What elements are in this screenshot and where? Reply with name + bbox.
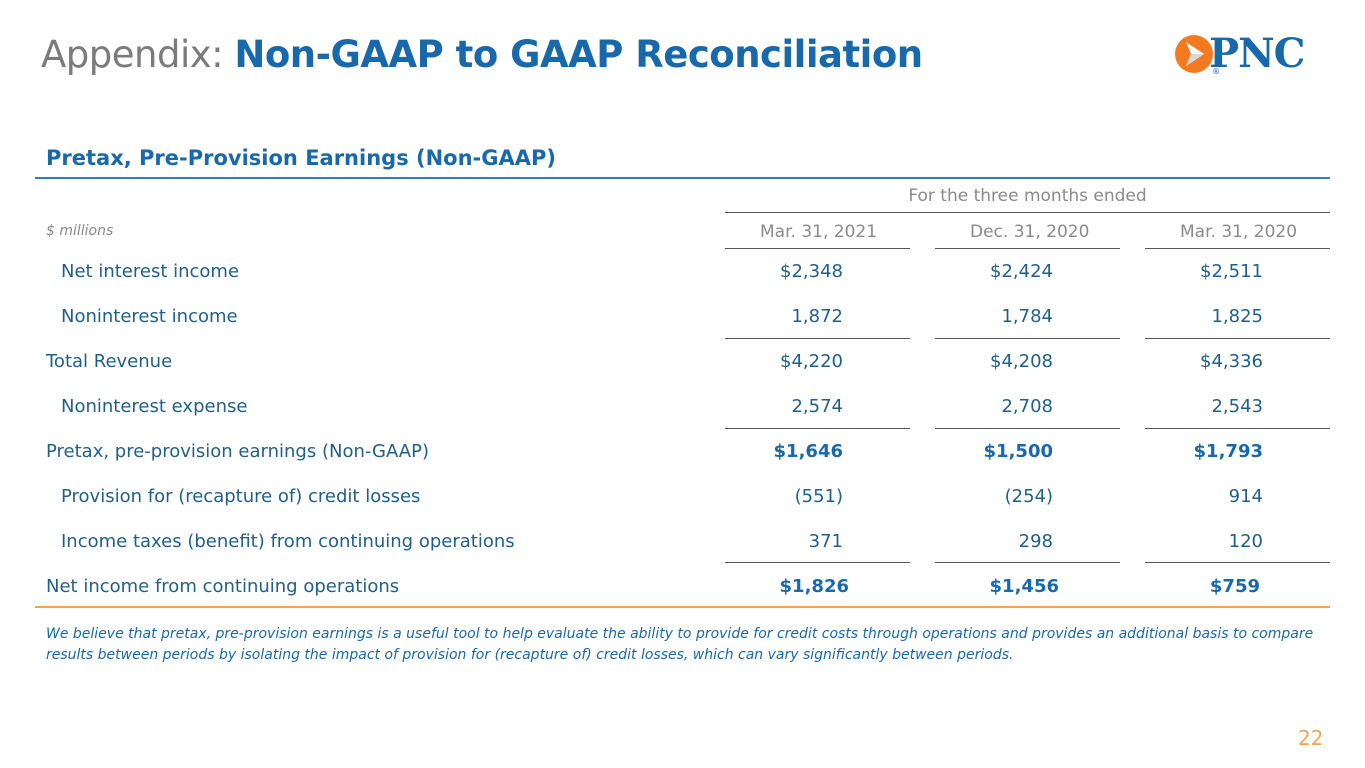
table-bottom-rule [35,606,1330,608]
row-label: Noninterest income [61,306,238,327]
table-cell: $759 [1209,576,1260,597]
table-cell: $4,220 [780,351,843,372]
title-prefix: Appendix: [41,33,224,76]
subtotal-rule [935,428,1120,429]
row-label: Net interest income [61,261,240,282]
column-header: Dec. 31, 2020 [970,222,1090,242]
table-cell: 1,784 [1001,306,1053,327]
table-cell: 2,574 [791,396,843,417]
registered-mark: ® [1212,67,1220,76]
section-divider [35,177,1330,179]
column-rule [725,248,910,249]
table-cell: (551) [794,486,843,507]
row-label: Provision for (recapture of) credit loss… [61,486,421,507]
subtotal-rule [725,428,910,429]
subtotal-rule [935,338,1120,339]
subtotal-rule [1145,338,1330,339]
row-label: Total Revenue [46,351,173,372]
table-cell: 914 [1228,486,1263,507]
table-cell: $1,826 [779,576,849,597]
group-header-rule [725,212,1330,213]
table-cell: $4,336 [1200,351,1263,372]
table-cell: $1,500 [983,441,1053,462]
table-cell: $2,424 [990,261,1053,282]
subtotal-rule [935,562,1120,563]
column-rule [1145,248,1330,249]
units-label: $ millions [46,223,114,239]
row-label: Pretax, pre-provision earnings (Non-GAAP… [46,441,429,462]
table-cell: 371 [808,531,843,552]
pnc-logo-icon [1175,35,1213,73]
subtotal-rule [725,562,910,563]
subtotal-rule [1145,562,1330,563]
subtotal-rule [1145,428,1330,429]
table-cell: $2,348 [780,261,843,282]
row-label: Net income from continuing operations [46,576,400,597]
table-cell: 2,543 [1211,396,1263,417]
section-title: Pretax, Pre-Provision Earnings (Non-GAAP… [46,146,556,170]
title-main: Non-GAAP to GAAP Reconciliation [234,33,923,76]
table-cell: 120 [1228,531,1263,552]
table-cell: $1,646 [773,441,843,462]
pnc-logo-text: PNC [1209,30,1305,77]
page-title: Appendix: Non-GAAP to GAAP Reconciliatio… [41,32,923,78]
table-cell: 1,872 [791,306,843,327]
row-label: Income taxes (benefit) from continuing o… [61,531,515,552]
table-cell: 2,708 [1001,396,1053,417]
table-cell: 298 [1018,531,1053,552]
row-label: Noninterest expense [61,396,248,417]
table-cell: $4,208 [990,351,1053,372]
column-header: Mar. 31, 2021 [760,222,878,242]
table-cell: 1,825 [1211,306,1263,327]
table-cell: $1,793 [1193,441,1263,462]
column-header: Mar. 31, 2020 [1180,222,1298,242]
column-group-header: For the three months ended [908,186,1147,206]
column-rule [935,248,1120,249]
table-cell: $2,511 [1200,261,1263,282]
footnote: We believe that pretax, pre-provision ea… [46,626,1314,663]
table-cell: (254) [1004,486,1053,507]
page-number: 22 [1298,726,1324,750]
subtotal-rule [725,338,910,339]
table-cell: $1,456 [989,576,1059,597]
